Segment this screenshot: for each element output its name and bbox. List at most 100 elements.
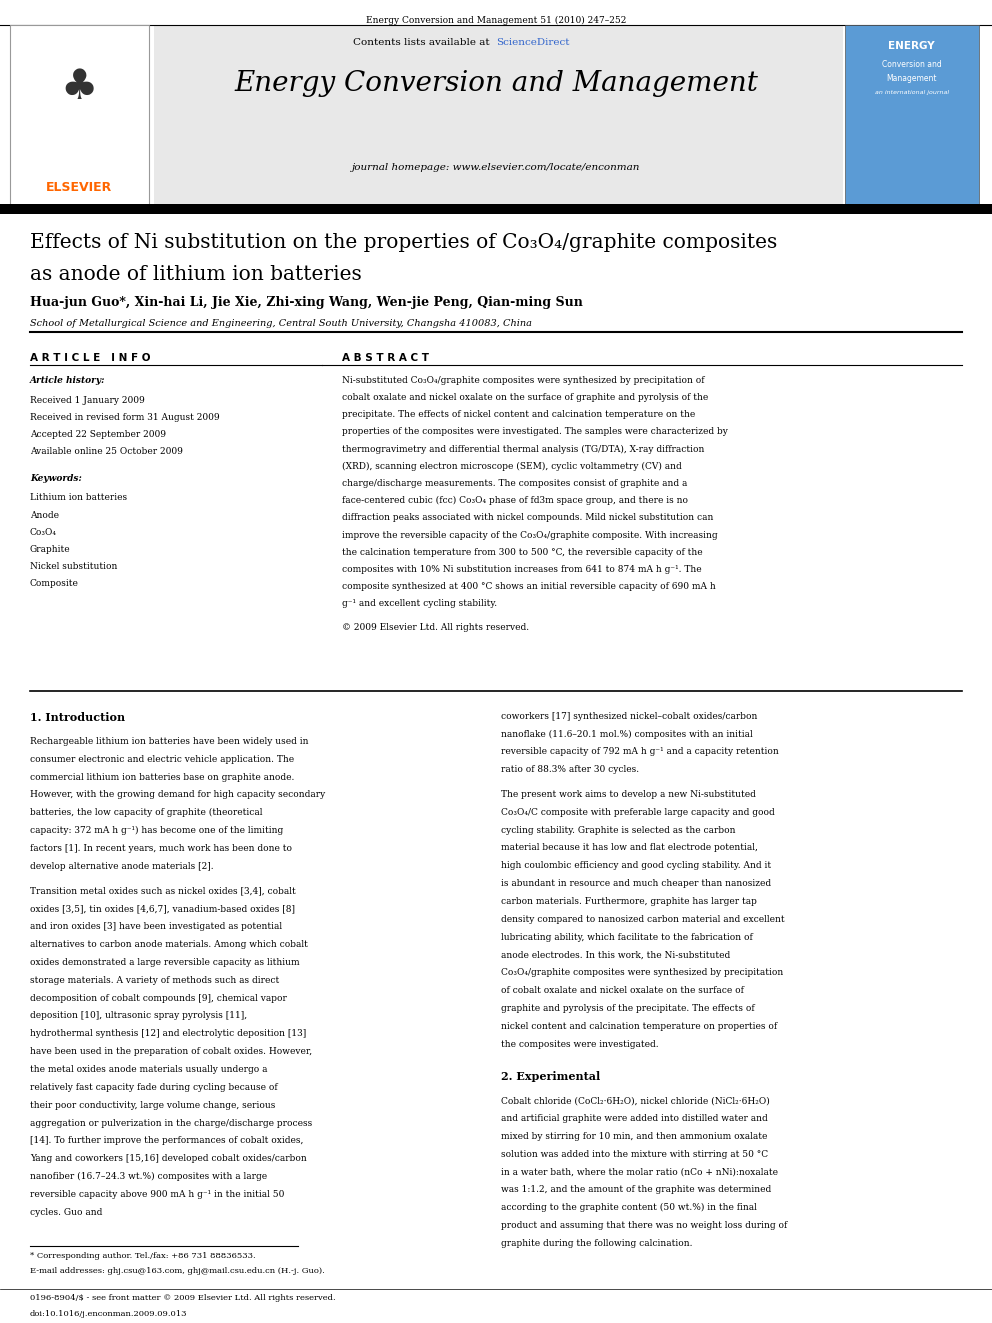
Text: composite synthesized at 400 °C shows an initial reversible capacity of 690 mA h: composite synthesized at 400 °C shows an… [342,582,716,591]
Text: develop alternative anode materials [2].: develop alternative anode materials [2]. [30,863,213,871]
Text: Co₃O₄/graphite composites were synthesized by precipitation: Co₃O₄/graphite composites were synthesiz… [501,968,784,978]
Text: [14]. To further improve the performances of cobalt oxides,: [14]. To further improve the performance… [30,1136,304,1146]
Text: journal homepage: www.elsevier.com/locate/enconman: journal homepage: www.elsevier.com/locat… [352,163,640,172]
Text: cobalt oxalate and nickel oxalate on the surface of graphite and pyrolysis of th: cobalt oxalate and nickel oxalate on the… [342,393,708,402]
Text: Ni-substituted Co₃O₄/graphite composites were synthesized by precipitation of: Ni-substituted Co₃O₄/graphite composites… [342,376,704,385]
Text: alternatives to carbon anode materials. Among which cobalt: alternatives to carbon anode materials. … [30,941,308,949]
Text: precipitate. The effects of nickel content and calcination temperature on the: precipitate. The effects of nickel conte… [342,410,695,419]
Text: Co₃O₄/C composite with preferable large capacity and good: Co₃O₄/C composite with preferable large … [501,807,775,816]
Text: Effects of Ni substitution on the properties of Co₃O₄/graphite composites: Effects of Ni substitution on the proper… [30,233,777,251]
Text: Received 1 January 2009: Received 1 January 2009 [30,396,145,405]
Text: hydrothermal synthesis [12] and electrolytic deposition [13]: hydrothermal synthesis [12] and electrol… [30,1029,306,1039]
Text: nickel content and calcination temperature on properties of: nickel content and calcination temperatu… [501,1023,777,1031]
Text: Accepted 22 September 2009: Accepted 22 September 2009 [30,430,166,439]
Text: the composites were investigated.: the composites were investigated. [501,1040,659,1049]
Text: anode electrodes. In this work, the Ni-substituted: anode electrodes. In this work, the Ni-s… [501,951,730,959]
Text: batteries, the low capacity of graphite (theoretical: batteries, the low capacity of graphite … [30,808,262,818]
Text: as anode of lithium ion batteries: as anode of lithium ion batteries [30,265,361,283]
Text: Lithium ion batteries: Lithium ion batteries [30,493,127,503]
Text: reversible capacity of 792 mA h g⁻¹ and a capacity retention: reversible capacity of 792 mA h g⁻¹ and … [501,747,779,757]
Text: properties of the composites were investigated. The samples were characterized b: properties of the composites were invest… [342,427,728,437]
Text: Cobalt chloride (CoCl₂·6H₂O), nickel chloride (NiCl₂·6H₂O): Cobalt chloride (CoCl₂·6H₂O), nickel chl… [501,1097,770,1105]
Text: solution was added into the mixture with stirring at 50 °C: solution was added into the mixture with… [501,1150,768,1159]
Text: Hua-jun Guo*, Xin-hai Li, Jie Xie, Zhi-xing Wang, Wen-jie Peng, Qian-ming Sun: Hua-jun Guo*, Xin-hai Li, Jie Xie, Zhi-x… [30,296,582,310]
Text: deposition [10], ultrasonic spray pyrolysis [11],: deposition [10], ultrasonic spray pyroly… [30,1012,247,1020]
Text: commercial lithium ion batteries base on graphite anode.: commercial lithium ion batteries base on… [30,773,295,782]
Text: high coulombic efficiency and good cycling stability. And it: high coulombic efficiency and good cycli… [501,861,771,871]
FancyBboxPatch shape [154,25,843,205]
Text: and artificial graphite were added into distilled water and: and artificial graphite were added into … [501,1114,768,1123]
Text: (XRD), scanning electron microscope (SEM), cyclic voltammetry (CV) and: (XRD), scanning electron microscope (SEM… [342,462,682,471]
Text: diffraction peaks associated with nickel compounds. Mild nickel substitution can: diffraction peaks associated with nickel… [342,513,713,523]
Text: consumer electronic and electric vehicle application. The: consumer electronic and electric vehicle… [30,754,294,763]
Text: storage materials. A variety of methods such as direct: storage materials. A variety of methods … [30,976,279,984]
Text: graphite and pyrolysis of the precipitate. The effects of: graphite and pyrolysis of the precipitat… [501,1004,755,1013]
Text: oxides demonstrated a large reversible capacity as lithium: oxides demonstrated a large reversible c… [30,958,300,967]
Text: mixed by stirring for 10 min, and then ammonium oxalate: mixed by stirring for 10 min, and then a… [501,1132,768,1140]
Text: School of Metallurgical Science and Engineering, Central South University, Chang: School of Metallurgical Science and Engi… [30,319,532,328]
Text: Conversion and: Conversion and [882,60,941,69]
Text: cycles. Guo and: cycles. Guo and [30,1208,102,1217]
Text: Co₃O₄: Co₃O₄ [30,528,57,537]
Text: aggregation or pulverization in the charge/discharge process: aggregation or pulverization in the char… [30,1119,312,1127]
Text: ScienceDirect: ScienceDirect [496,38,569,48]
Text: capacity: 372 mA h g⁻¹) has become one of the limiting: capacity: 372 mA h g⁻¹) has become one o… [30,826,283,835]
Text: graphite during the following calcination.: graphite during the following calcinatio… [501,1240,692,1248]
Text: coworkers [17] synthesized nickel–cobalt oxides/carbon: coworkers [17] synthesized nickel–cobalt… [501,712,757,721]
Text: 1. Introduction: 1. Introduction [30,712,125,722]
Text: face-centered cubic (fcc) Co₃O₄ phase of fd3m space group, and there is no: face-centered cubic (fcc) Co₃O₄ phase of… [342,496,688,505]
Text: Energy Conversion and Management: Energy Conversion and Management [234,70,758,97]
Text: decomposition of cobalt compounds [9], chemical vapor: decomposition of cobalt compounds [9], c… [30,994,287,1003]
Text: doi:10.1016/j.enconman.2009.09.013: doi:10.1016/j.enconman.2009.09.013 [30,1310,187,1318]
Text: composites with 10% Ni substitution increases from 641 to 874 mA h g⁻¹. The: composites with 10% Ni substitution incr… [342,565,702,574]
Text: carbon materials. Furthermore, graphite has larger tap: carbon materials. Furthermore, graphite … [501,897,757,906]
Text: lubricating ability, which facilitate to the fabrication of: lubricating ability, which facilitate to… [501,933,753,942]
Text: the metal oxides anode materials usually undergo a: the metal oxides anode materials usually… [30,1065,267,1074]
Text: Management: Management [887,74,936,83]
Text: Energy Conversion and Management 51 (2010) 247–252: Energy Conversion and Management 51 (201… [366,16,626,25]
Text: according to the graphite content (50 wt.%) in the final: according to the graphite content (50 wt… [501,1204,757,1212]
Text: the calcination temperature from 300 to 500 °C, the reversible capacity of the: the calcination temperature from 300 to … [342,548,703,557]
Text: charge/discharge measurements. The composites consist of graphite and a: charge/discharge measurements. The compo… [342,479,687,488]
Text: reversible capacity above 900 mA h g⁻¹ in the initial 50: reversible capacity above 900 mA h g⁻¹ i… [30,1191,284,1199]
Text: Rechargeable lithium ion batteries have been widely used in: Rechargeable lithium ion batteries have … [30,737,309,746]
Text: Yang and coworkers [15,16] developed cobalt oxides/carbon: Yang and coworkers [15,16] developed cob… [30,1155,307,1163]
Text: The present work aims to develop a new Ni-substituted: The present work aims to develop a new N… [501,790,756,799]
Text: Available online 25 October 2009: Available online 25 October 2009 [30,447,183,456]
Text: ENERGY: ENERGY [888,41,935,52]
Text: and iron oxides [3] have been investigated as potential: and iron oxides [3] have been investigat… [30,922,282,931]
Text: Keywords:: Keywords: [30,474,81,483]
Text: g⁻¹ and excellent cycling stability.: g⁻¹ and excellent cycling stability. [342,599,497,609]
Text: oxides [3,5], tin oxides [4,6,7], vanadium-based oxides [8]: oxides [3,5], tin oxides [4,6,7], vanadi… [30,905,295,913]
FancyBboxPatch shape [845,25,979,205]
Text: cycling stability. Graphite is selected as the carbon: cycling stability. Graphite is selected … [501,826,735,835]
Text: relatively fast capacity fade during cycling because of: relatively fast capacity fade during cyc… [30,1084,278,1091]
Text: ♣: ♣ [61,66,98,108]
Text: A R T I C L E   I N F O: A R T I C L E I N F O [30,353,150,364]
FancyBboxPatch shape [10,25,149,205]
Text: thermogravimetry and differential thermal analysis (TG/DTA), X-ray diffraction: thermogravimetry and differential therma… [342,445,704,454]
Text: density compared to nanosized carbon material and excellent: density compared to nanosized carbon mat… [501,916,785,923]
Text: © 2009 Elsevier Ltd. All rights reserved.: © 2009 Elsevier Ltd. All rights reserved… [342,623,530,632]
Text: ratio of 88.3% after 30 cycles.: ratio of 88.3% after 30 cycles. [501,765,639,774]
Text: product and assuming that there was no weight loss during of: product and assuming that there was no w… [501,1221,788,1230]
Text: Nickel substitution: Nickel substitution [30,562,117,572]
Text: A B S T R A C T: A B S T R A C T [342,353,430,364]
Text: improve the reversible capacity of the Co₃O₄/graphite composite. With increasing: improve the reversible capacity of the C… [342,531,718,540]
Text: Article history:: Article history: [30,376,105,385]
Text: in a water bath, where the molar ratio (nCo + nNi):noxalate: in a water bath, where the molar ratio (… [501,1168,778,1176]
Text: E-mail addresses: ghj.csu@163.com, ghj@mail.csu.edu.cn (H.-j. Guo).: E-mail addresses: ghj.csu@163.com, ghj@m… [30,1267,324,1275]
Text: have been used in the preparation of cobalt oxides. However,: have been used in the preparation of cob… [30,1048,311,1056]
Text: However, with the growing demand for high capacity secondary: However, with the growing demand for hig… [30,791,325,799]
Text: Transition metal oxides such as nickel oxides [3,4], cobalt: Transition metal oxides such as nickel o… [30,886,296,896]
Text: factors [1]. In recent years, much work has been done to: factors [1]. In recent years, much work … [30,844,292,853]
Text: Received in revised form 31 August 2009: Received in revised form 31 August 2009 [30,413,219,422]
Text: Graphite: Graphite [30,545,70,554]
Text: 2. Experimental: 2. Experimental [501,1072,600,1082]
Text: ELSEVIER: ELSEVIER [47,181,112,194]
FancyBboxPatch shape [0,204,992,214]
Text: nanofiber (16.7–24.3 wt.%) composites with a large: nanofiber (16.7–24.3 wt.%) composites wi… [30,1172,267,1181]
Text: material because it has low and flat electrode potential,: material because it has low and flat ele… [501,844,758,852]
Text: 0196-8904/$ - see front matter © 2009 Elsevier Ltd. All rights reserved.: 0196-8904/$ - see front matter © 2009 El… [30,1294,335,1302]
Text: of cobalt oxalate and nickel oxalate on the surface of: of cobalt oxalate and nickel oxalate on … [501,987,744,995]
